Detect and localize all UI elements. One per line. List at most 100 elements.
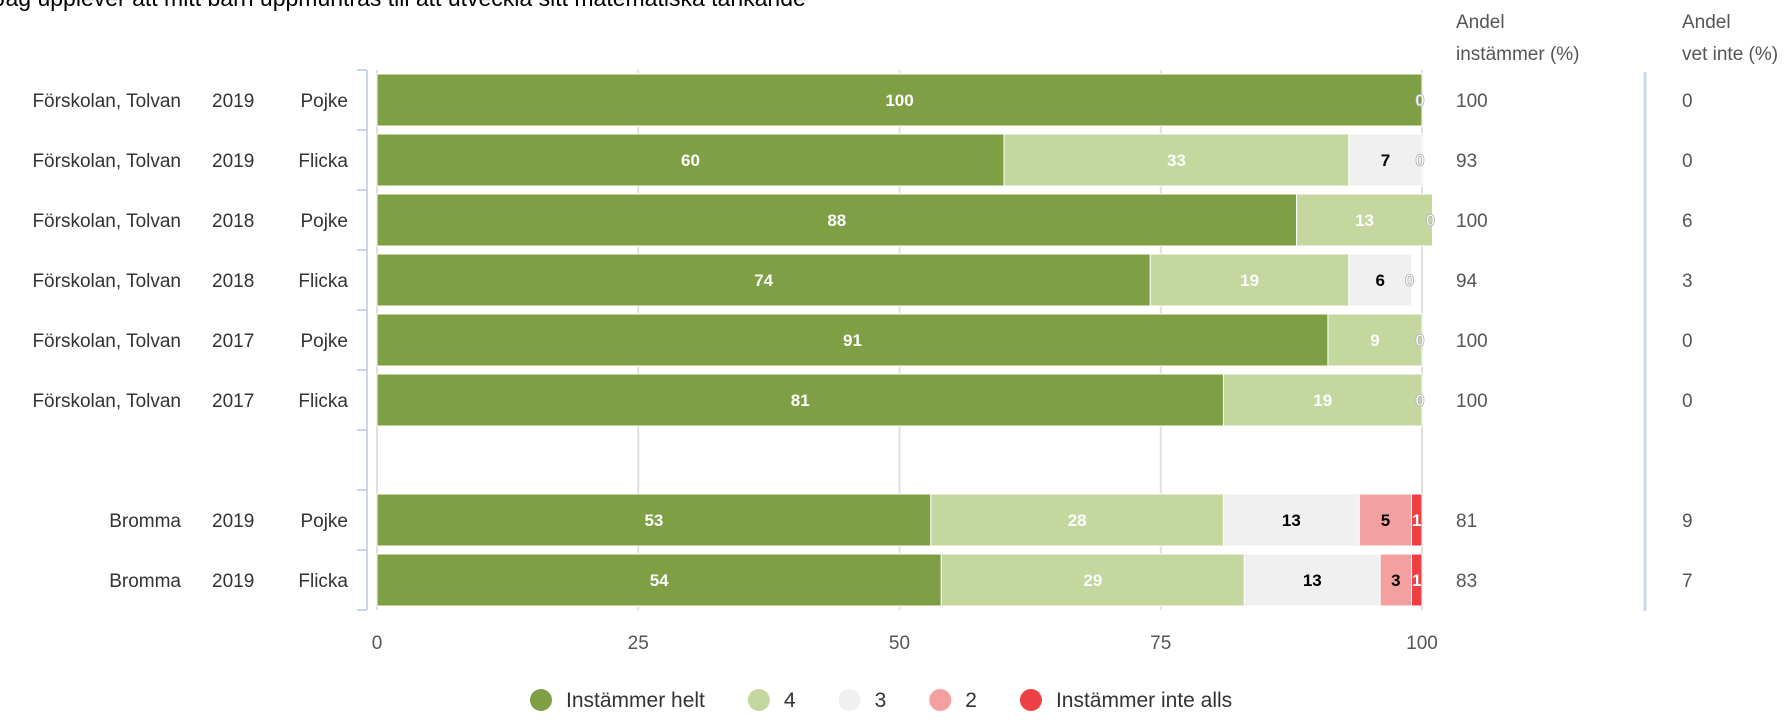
data-label: 19 (1240, 271, 1259, 290)
data-label: 6 (1375, 271, 1384, 290)
bar-segment (376, 193, 1298, 247)
andel-instammer-value: 83 (1456, 571, 1477, 592)
andel-instammer-value: 100 (1456, 391, 1488, 412)
bar-segment (1411, 553, 1423, 607)
row-label-gender: Pojke (300, 331, 348, 352)
bar-segment (1296, 193, 1433, 247)
data-label: 7 (1381, 151, 1390, 170)
data-label: 33 (1167, 151, 1186, 170)
row-label-gender: Flicka (298, 391, 348, 412)
row-label-year: 2019 (212, 91, 254, 112)
andel-vet-inte-value: 0 (1682, 91, 1693, 112)
row-label-unit: Förskolan, Tolvan (32, 271, 181, 292)
x-tick-label: 75 (1150, 633, 1171, 654)
y-axis (357, 69, 368, 611)
row-label-unit: Förskolan, Tolvan (32, 211, 181, 232)
andel-instammer-value: 100 (1456, 91, 1488, 112)
data-label: 0 (1415, 391, 1424, 410)
right-column-header: vet inte (%) (1682, 44, 1778, 65)
bar-segment (376, 133, 1005, 187)
row-label-year: 2017 (212, 391, 254, 412)
row-label-gender: Flicka (298, 151, 348, 172)
row-label-unit: Förskolan, Tolvan (32, 391, 181, 412)
legend-marker (929, 689, 952, 711)
legend-label: 2 (965, 689, 977, 712)
row-label-gender: Flicka (298, 571, 348, 592)
data-label: 0 (1405, 271, 1414, 290)
data-label: 60 (681, 151, 700, 170)
row-label-year: 2019 (212, 571, 254, 592)
row-label-unit: Förskolan, Tolvan (32, 331, 181, 352)
legend-label: Instämmer inte alls (1056, 689, 1232, 712)
right-column-header: Andel (1682, 12, 1731, 33)
row-label-year: 2018 (212, 271, 254, 292)
andel-instammer-value: 94 (1456, 271, 1478, 292)
legend-label: 3 (875, 689, 887, 712)
bar-segment (930, 493, 1224, 547)
legend-marker (838, 689, 861, 711)
data-label: 1 (1412, 511, 1421, 530)
andel-vet-inte-value: 9 (1682, 511, 1693, 532)
data-label: 54 (650, 571, 669, 590)
bars: 100 060 33 7 088 13 074 19 6 091 9 081 19 053 28 13 5 154… (376, 73, 1436, 607)
data-label: 9 (1370, 331, 1379, 350)
legend-marker (1019, 689, 1042, 711)
data-label: 0 (1415, 331, 1424, 350)
x-tick-label: 0 (372, 633, 383, 654)
data-label: 81 (791, 391, 810, 410)
bar-segment (1379, 553, 1413, 607)
data-label: 13 (1282, 511, 1301, 530)
right-column-header: Andel (1456, 12, 1505, 33)
bar-segment (1243, 553, 1381, 607)
row-label-year: 2019 (212, 511, 254, 532)
right-columns: 100 0 93 0 100 6 94 3 100 0 100 0 81 9 83 7 Andel instämm… (1456, 12, 1778, 611)
bar-segment (1348, 253, 1413, 307)
andel-vet-inte-value: 6 (1682, 211, 1693, 232)
chart-title: Jag upplever att mitt barn uppmuntras ti… (0, 0, 806, 11)
data-label: 0 (1426, 211, 1435, 230)
data-label: 28 (1068, 511, 1087, 530)
row-label-unit: Förskolan, Tolvan (32, 91, 181, 112)
bar-segment (376, 373, 1224, 427)
data-label: 53 (644, 511, 663, 530)
bar-segment (1327, 313, 1423, 367)
legend-label: Instämmer helt (566, 689, 705, 712)
row-label-gender: Flicka (298, 271, 348, 292)
row-label-gender: Pojke (300, 211, 348, 232)
data-label: 5 (1381, 511, 1390, 530)
row-labels: Förskolan, Tolvan 2019 Pojke Förskolan, Tol… (32, 91, 348, 592)
row-label-year: 2018 (212, 211, 254, 232)
bar-segment (1411, 493, 1423, 547)
row-label-year: 2017 (212, 331, 254, 352)
andel-instammer-value: 81 (1456, 511, 1477, 532)
bar-segment (376, 493, 932, 547)
bar-segment (376, 253, 1151, 307)
data-label: 29 (1083, 571, 1102, 590)
bar-segment (376, 313, 1329, 367)
x-axis-ticks: 0 25 50 75 100 (372, 633, 1438, 654)
data-label: 0 (1415, 91, 1424, 110)
x-tick-label: 100 (1406, 633, 1438, 654)
right-column-header: instämmer (%) (1456, 44, 1580, 65)
data-label: 91 (843, 331, 862, 350)
data-label: 74 (754, 271, 773, 290)
data-label: 1 (1412, 571, 1421, 590)
andel-instammer-value: 93 (1456, 151, 1477, 172)
x-tick-label: 25 (628, 633, 649, 654)
bar-segment (1348, 133, 1423, 187)
legend-marker (530, 689, 552, 711)
legend-label: 4 (784, 689, 796, 712)
andel-vet-inte-value: 7 (1682, 571, 1693, 592)
andel-instammer-value: 100 (1456, 331, 1488, 352)
andel-vet-inte-value: 0 (1682, 151, 1693, 172)
andel-vet-inte-value: 0 (1682, 391, 1693, 412)
data-label: 0 (1415, 151, 1424, 170)
andel-instammer-value: 100 (1456, 211, 1488, 232)
x-tick-label: 50 (889, 633, 910, 654)
bar-segment (1222, 493, 1360, 547)
legend: Instämmer helt 4 3 2 Instämmer inte alls (530, 689, 1232, 712)
bar-segment (376, 73, 1423, 127)
row-label-gender: Pojke (300, 511, 348, 532)
data-label: 19 (1313, 391, 1332, 410)
